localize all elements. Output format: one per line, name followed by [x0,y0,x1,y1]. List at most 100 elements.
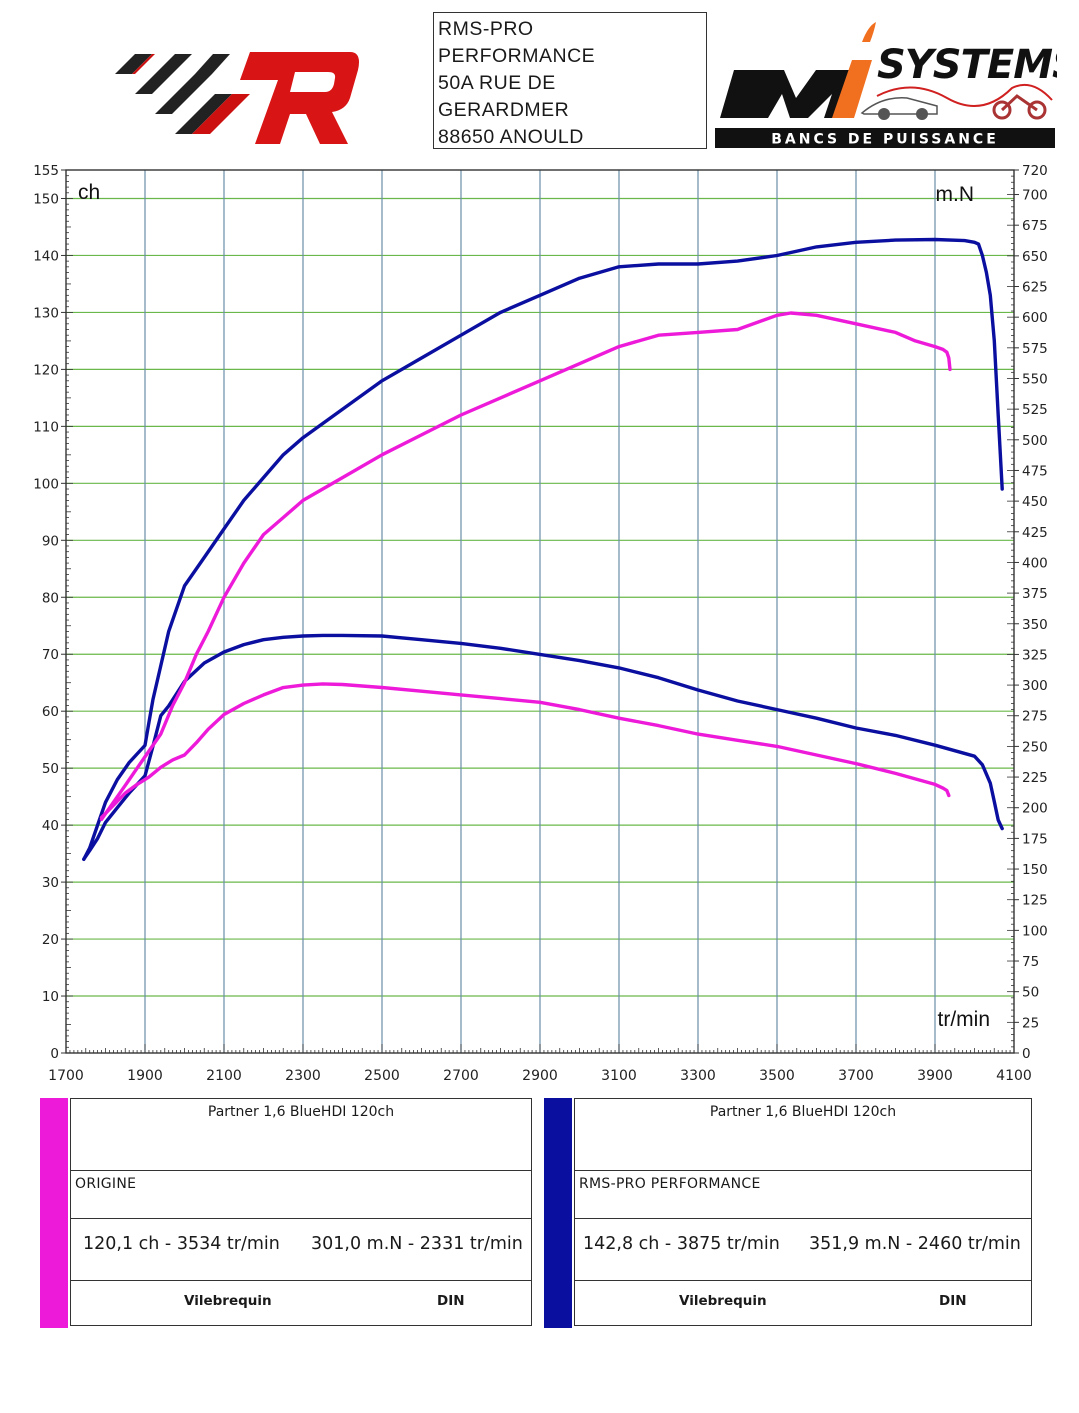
y-right-tick-label: 225 [1022,770,1048,786]
y-right-tick-label: 625 [1022,280,1048,296]
y-right-tick-label: 375 [1022,586,1048,602]
x-tick-label: 4100 [996,1068,1032,1084]
wr-racing-logo-icon [115,52,359,144]
torque-curve-tuned [82,633,1004,861]
legend-footer-left: Vilebrequin [184,1293,272,1309]
y-left-tick-label: 120 [33,362,59,378]
y-left-tick-label: 30 [42,875,59,891]
legend-power: 142,8 ch - 3875 tr/min [583,1234,780,1254]
legend-values-row: 142,8 ch - 3875 tr/min 351,9 m.N - 2460 … [575,1219,1031,1281]
y-right-tick-label: 425 [1022,525,1048,541]
y-right-tick-label: 700 [1022,188,1048,204]
x-tick-label: 1900 [127,1068,163,1084]
y-left-tick-label: 0 [50,1046,59,1062]
legend-footer-right: DIN [939,1293,967,1309]
address-line: RMS-PRO [438,18,534,40]
y-left-tick-label: 60 [42,704,59,720]
x-tick-label: 1700 [48,1068,84,1084]
y-left-tick-label: 140 [33,248,59,264]
y-left-tick-label: 155 [33,163,59,179]
y-left-tick-label: 100 [33,476,59,492]
address-line: 50A RUE DE [438,72,556,94]
torque-curve-origin [99,682,951,820]
y-right-tick-label: 325 [1022,647,1048,663]
mi-systems-logo-icon: SYSTEMS BANCS DE PUISSANCE [715,22,1057,148]
legend-name: RMS-PRO PERFORMANCE [579,1176,761,1192]
x-tick-label: 2100 [206,1068,242,1084]
x-tick-label: 2900 [522,1068,558,1084]
y-left-tick-label: 150 [33,191,59,207]
y-left-tick-label: 90 [42,533,59,549]
legend-title-row: Partner 1,6 BlueHDI 120ch [575,1099,1031,1171]
y-right-tick-label: 675 [1022,218,1048,234]
x-tick-label: 2700 [443,1068,479,1084]
y-right-tick-label: 450 [1022,494,1048,510]
y-right-tick-label: 400 [1022,555,1048,571]
power-curve-tuned [82,237,1004,861]
y-left-tick-label: 80 [42,590,59,606]
legend-tuned-box: Partner 1,6 BlueHDI 120ch RMS-PRO PERFOR… [574,1098,1032,1326]
y-left-tick-label: 130 [33,305,59,321]
x-tick-label: 3100 [601,1068,637,1084]
legend-footer-row: Vilebrequin DIN [71,1281,531,1325]
power-curve-origin [99,311,952,822]
tuned-color-swatch [544,1098,572,1328]
y-left-tick-label: 20 [42,932,59,948]
x-tick-label: 3900 [917,1068,953,1084]
y-right-tick-label: 200 [1022,801,1048,817]
x-unit-label: tr/min [938,1008,991,1031]
legend-name-row: RMS-PRO PERFORMANCE [575,1171,1031,1219]
logo-systems-text: SYSTEMS [877,42,1057,88]
legend-footer-right: DIN [437,1293,465,1309]
y-right-tick-label: 350 [1022,617,1048,633]
legend-name: ORIGINE [75,1176,137,1192]
legend-footer-left: Vilebrequin [679,1293,767,1309]
y-right-unit-label: m.N [936,183,975,206]
x-tick-label: 3500 [759,1068,795,1084]
y-left-tick-label: 50 [42,761,59,777]
legend-values-row: 120,1 ch - 3534 tr/min 301,0 m.N - 2331 … [71,1219,531,1281]
y-left-tick-label: 40 [42,818,59,834]
dyno-chart: 0 10 20 30 40 50 60 70 80 90 100 110 120 130 140 150 155… [33,163,1048,1084]
legend-tuned: Partner 1,6 BlueHDI 120ch RMS-PRO PERFOR… [544,1098,1032,1328]
legend-power: 120,1 ch - 3534 tr/min [83,1234,280,1254]
y-right-tick-label: 175 [1022,831,1048,847]
address-box: RMS-PRO PERFORMANCE 50A RUE DE GERARDMER… [433,12,707,149]
y-right-tick-label: 300 [1022,678,1048,694]
x-tick-label: 2300 [285,1068,321,1084]
y-right-tick-label: 550 [1022,371,1048,387]
y-right-tick-label: 100 [1022,923,1048,939]
y-left-tick-label: 10 [42,989,59,1005]
legend-origin: Partner 1,6 BlueHDI 120ch ORIGINE 120,1 … [40,1098,534,1328]
y-left-tick-label: 110 [33,419,59,435]
y-right-tick-label: 150 [1022,862,1048,878]
y-left-unit-label: ch [78,181,100,204]
y-right-tick-label: 475 [1022,463,1048,479]
y-right-tick-label: 575 [1022,341,1048,357]
y-right-tick-label: 0 [1022,1046,1031,1062]
logo-subtext: BANCS DE PUISSANCE [771,132,999,148]
address-line: PERFORMANCE [438,45,596,67]
legend-title: Partner 1,6 BlueHDI 120ch [207,1104,395,1120]
origin-color-swatch [40,1098,68,1328]
y-right-tick-label: 500 [1022,433,1048,449]
address-line: 88650 ANOULD [438,126,584,148]
legend-footer-row: Vilebrequin DIN [575,1281,1031,1325]
legend-origin-box: Partner 1,6 BlueHDI 120ch ORIGINE 120,1 … [70,1098,532,1326]
legend-title: Partner 1,6 BlueHDI 120ch [709,1104,897,1120]
y-right-tick-label: 720 [1022,163,1048,179]
y-right-tick-label: 75 [1022,954,1039,970]
y-right-tick-label: 275 [1022,709,1048,725]
y-right-tick-label: 250 [1022,739,1048,755]
y-right-tick-label: 125 [1022,893,1048,909]
legend-name-row: ORIGINE [71,1171,531,1219]
y-right-tick-label: 25 [1022,1015,1039,1031]
y-right-tick-label: 600 [1022,310,1048,326]
y-right-tick-label: 50 [1022,985,1039,1001]
x-tick-label: 3700 [838,1068,874,1084]
y-left-tick-label: 70 [42,647,59,663]
legend-title-row: Partner 1,6 BlueHDI 120ch [71,1099,531,1171]
x-tick-label: 2500 [364,1068,400,1084]
legend-torque: 301,0 m.N - 2331 tr/min [311,1234,523,1254]
x-tick-label: 3300 [680,1068,716,1084]
